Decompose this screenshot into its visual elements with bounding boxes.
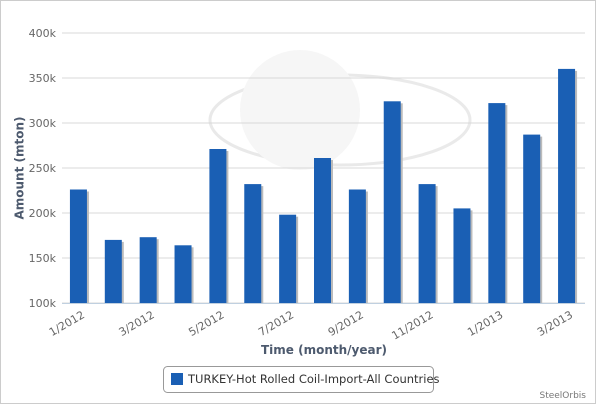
- bar: [453, 208, 471, 303]
- y-tick-label: 200k: [29, 207, 57, 220]
- y-tick-label: 150k: [29, 252, 57, 265]
- y-tick-label: 100k: [29, 297, 57, 310]
- bar: [174, 245, 192, 303]
- bar: [279, 214, 297, 303]
- y-axis-title: Amount (mton): [13, 116, 27, 219]
- credit: SteelOrbis: [539, 391, 586, 401]
- y-tick-label: 400k: [29, 27, 57, 40]
- bar: [104, 239, 122, 303]
- bar: [314, 158, 331, 303]
- y-tick-label: 250k: [29, 162, 57, 175]
- watermark: [208, 50, 472, 170]
- bar: [523, 134, 541, 303]
- bar: [558, 68, 576, 304]
- bar: [488, 103, 506, 303]
- bar: [418, 184, 436, 303]
- y-tick-label: 300k: [29, 117, 57, 130]
- bar: [209, 149, 227, 303]
- x-axis-title: Time (month/year): [261, 343, 387, 357]
- bar: [69, 189, 87, 303]
- bar: [383, 101, 401, 303]
- bar: [139, 237, 157, 303]
- legend-label[interactable]: TURKEY-Hot Rolled Coil-Import-All Countr…: [187, 372, 440, 386]
- y-tick-label: 350k: [29, 72, 57, 85]
- bar: [348, 189, 366, 303]
- legend: TURKEY-Hot Rolled Coil-Import-All Countr…: [163, 366, 440, 393]
- bar: [244, 184, 262, 303]
- legend-swatch: [171, 373, 183, 385]
- legend-box: [163, 366, 434, 393]
